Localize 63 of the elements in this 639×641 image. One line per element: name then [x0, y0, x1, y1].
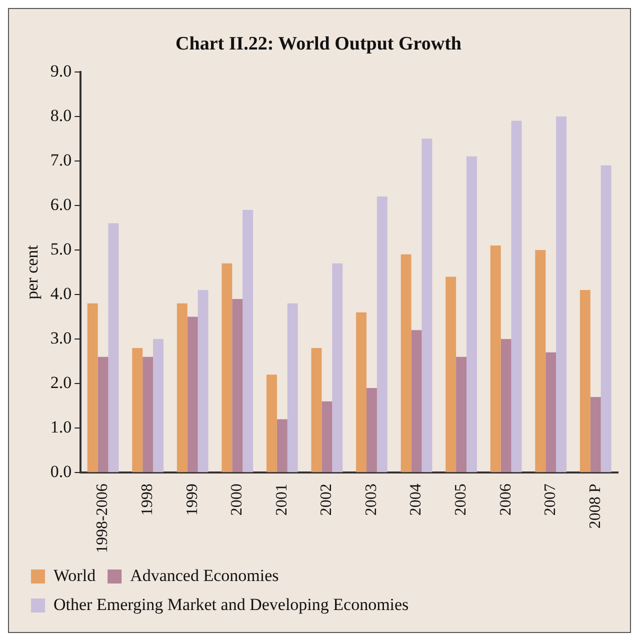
legend-label: Other Emerging Market and Developing Economies: [54, 594, 409, 614]
bar: [590, 396, 601, 472]
bar: [132, 348, 143, 472]
bar: [411, 330, 422, 472]
bar: [422, 138, 432, 472]
bar: [446, 276, 456, 472]
bar: [580, 290, 590, 472]
bar: [356, 312, 366, 472]
bar: [366, 388, 377, 472]
bar: [556, 116, 567, 472]
bar: [98, 356, 108, 472]
bar: [87, 303, 98, 472]
x-tick-label: 2007: [542, 484, 560, 516]
y-tick-label: 7.0: [50, 150, 72, 170]
bar: [287, 303, 298, 472]
x-tick-label: 1998: [139, 484, 156, 516]
x-tick-label: 2005: [452, 484, 470, 516]
x-tick-label: 2004: [408, 484, 425, 516]
x-tick-label: 2006: [497, 484, 514, 516]
bar: [466, 156, 477, 472]
x-tick-label: 1998-2006: [94, 484, 112, 553]
x-tick-label: 2003: [362, 484, 380, 516]
bar: [400, 254, 412, 472]
bar: [456, 356, 466, 472]
legend-label: Advanced Economies: [130, 566, 279, 585]
x-tick-label: 1999: [184, 484, 201, 516]
bar: [198, 290, 208, 472]
bar: [500, 339, 512, 472]
y-tick-label: 1.0: [50, 418, 72, 437]
x-tick-label: 2000: [228, 484, 246, 516]
y-tick-label: 4.0: [50, 284, 72, 303]
x-tick-label: 2001: [273, 484, 290, 516]
y-tick-label: 0.0: [50, 462, 72, 482]
bar: [332, 263, 343, 472]
bar: [142, 356, 154, 472]
bar: [311, 348, 322, 472]
y-tick-label: 3.0: [50, 328, 72, 348]
chart-title: Chart II.22: World Output Growth: [176, 33, 462, 54]
bar: [511, 120, 522, 472]
bar: [322, 401, 332, 472]
bar: [176, 303, 188, 472]
legend-label: World: [54, 566, 96, 585]
y-tick-label: 9.0: [50, 61, 72, 80]
bar: [266, 374, 277, 472]
bar: [222, 263, 232, 472]
bar: [546, 352, 556, 472]
x-tick-label: 2002: [318, 484, 336, 516]
bar: [108, 223, 119, 472]
bar: [242, 210, 254, 472]
bar: [276, 419, 288, 472]
bar: [153, 339, 164, 472]
bar: [490, 246, 501, 472]
bar: [376, 196, 388, 472]
y-axis-title: per cent: [22, 244, 42, 300]
y-tick-label: 5.0: [50, 239, 72, 258]
y-tick-label: 6.0: [50, 194, 72, 214]
x-tick-label: 2008 P: [586, 484, 604, 529]
y-tick-label: 8.0: [50, 106, 72, 125]
y-tick-label: 2.0: [50, 373, 72, 392]
bar: [187, 316, 198, 472]
bar: [600, 165, 612, 472]
bar: [535, 250, 546, 472]
bar: [232, 298, 243, 472]
